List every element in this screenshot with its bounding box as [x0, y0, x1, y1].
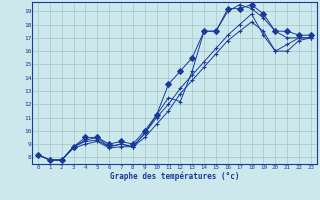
X-axis label: Graphe des températures (°c): Graphe des températures (°c): [110, 171, 239, 181]
